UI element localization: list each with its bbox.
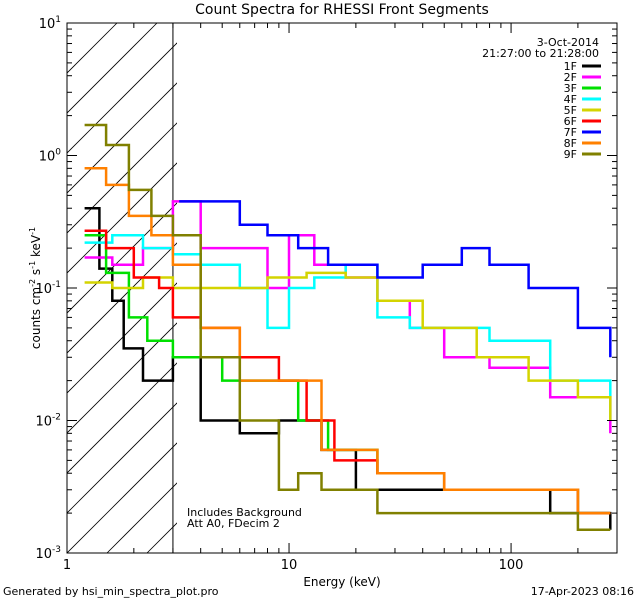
hatch-line	[67, 42, 177, 154]
x-tick-label-10: 10	[281, 558, 298, 573]
y-tick-label-1e0: 100	[39, 148, 62, 165]
series-line-9f	[84, 123, 611, 531]
hatch-line	[67, 202, 177, 314]
date-annotation: 3-Oct-2014	[537, 36, 599, 49]
legend-label-3f: 3F	[564, 82, 577, 95]
note-attenuator: Att A0, FDecim 2	[187, 517, 280, 530]
axis-ticks	[66, 22, 618, 554]
note-background: Includes Background	[187, 506, 302, 519]
x-tick-label-1: 1	[63, 558, 71, 573]
hatch-line	[67, 23, 158, 114]
legend-label-2f: 2F	[564, 71, 577, 84]
legend-label-5f: 5F	[564, 104, 577, 117]
legend-label-4f: 4F	[564, 93, 577, 106]
chart-title: Count Spectra for RHESSI Front Segments	[195, 2, 489, 18]
hatch-line	[67, 362, 177, 474]
legend-label-8f: 8F	[564, 137, 577, 150]
legend-label-6f: 6F	[564, 115, 577, 128]
hatch-line	[67, 402, 177, 514]
y-tick-label-1e-3: 10-3	[35, 545, 61, 562]
y-tick-label-1e-1: 10-1	[35, 280, 61, 297]
footer-generated-by: Generated by hsi_min_spectra_plot.pro	[3, 585, 219, 598]
y-axis-label: counts cm-2 s-1 keV-1	[28, 227, 43, 349]
series-line-7f	[179, 200, 612, 358]
hatch-line	[67, 82, 177, 194]
legend-label-9f: 9F	[564, 148, 577, 161]
series-line-8f	[84, 167, 611, 515]
legend-label-7f: 7F	[564, 126, 577, 139]
x-tick-label-100: 100	[499, 558, 524, 573]
series-line-4f	[84, 234, 612, 421]
x-axis-label: Energy (keV)	[303, 575, 380, 589]
legend-label-1f: 1F	[564, 60, 577, 73]
y-tick-label-1e1: 101	[39, 15, 61, 32]
hatch-line	[67, 442, 177, 553]
y-tick-label-1e-2: 10-2	[35, 413, 61, 430]
time-range-annotation: 21:27:00 to 21:28:00	[482, 47, 599, 60]
footer-timestamp: 17-Apr-2023 08:16	[531, 585, 634, 598]
